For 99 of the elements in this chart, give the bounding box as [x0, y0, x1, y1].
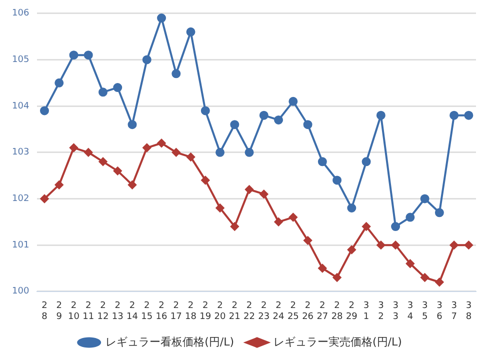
point: [464, 110, 474, 120]
point: [201, 176, 210, 184]
legend-label: レギュラー看板価格(円/L): [106, 335, 234, 348]
x-tick-label: 2 17: [170, 301, 182, 322]
point: [435, 278, 444, 286]
point: [84, 148, 93, 157]
point: [347, 246, 356, 254]
point: [157, 138, 166, 148]
point: [420, 194, 430, 204]
point: [142, 55, 152, 64]
x-tick-label: 2 24: [272, 301, 285, 322]
x-tick-label: 2 28: [331, 301, 344, 322]
x-tick-label: 2 25: [287, 301, 299, 322]
x-tick-label: 2 21: [228, 301, 240, 322]
point: [391, 222, 400, 232]
point: [318, 157, 327, 166]
point: [332, 273, 342, 282]
point: [40, 106, 49, 116]
point: [84, 50, 93, 60]
point: [318, 264, 327, 272]
point: [216, 148, 225, 157]
point: [406, 212, 415, 222]
y-tick-label: 105: [12, 55, 30, 66]
x-tick-label: 2 29: [346, 301, 358, 322]
point: [200, 106, 210, 116]
point: [288, 213, 298, 222]
legend-label: レギュラー実売価格(円/L): [274, 335, 402, 348]
point: [391, 240, 400, 250]
point: [113, 166, 122, 176]
x-tick-label: 3 7: [451, 301, 457, 322]
point: [274, 115, 284, 124]
x-tick-label: 3 1: [363, 301, 370, 322]
point: [128, 120, 137, 130]
x-tick-label: 3 2: [378, 301, 384, 322]
point: [186, 27, 196, 36]
y-tick-label: 106: [12, 8, 30, 19]
point: [172, 69, 181, 78]
point: [260, 190, 268, 198]
x-tick-label: 2 26: [302, 301, 314, 322]
point: [230, 222, 239, 231]
x-tick-label: 3 3: [392, 301, 398, 322]
x-tick-label: 2 8: [42, 301, 48, 322]
point: [230, 120, 240, 130]
y-tick-label: 104: [12, 101, 30, 112]
point: [113, 83, 122, 92]
point: [98, 157, 108, 166]
point: [69, 50, 78, 60]
y-tick-label: 102: [12, 194, 30, 204]
point: [347, 204, 356, 212]
point: [304, 236, 312, 245]
point: [54, 78, 64, 88]
x-tick-label: 2 10: [68, 301, 80, 322]
x-tick-label: 2 12: [97, 301, 109, 322]
point: [98, 88, 108, 97]
point: [244, 148, 254, 157]
point: [376, 110, 386, 120]
point: [40, 194, 49, 203]
x-tick-label: 3 5: [422, 301, 428, 322]
point: [245, 185, 254, 194]
y-tick-label: 100: [12, 286, 30, 297]
point: [406, 259, 414, 268]
x-tick-label: 2 19: [200, 301, 212, 322]
point: [54, 180, 64, 190]
point: [464, 240, 473, 250]
point: [274, 218, 283, 226]
x-tick-label: 3 8: [466, 301, 472, 322]
point: [362, 157, 371, 166]
x-tick-label: 2 13: [112, 301, 124, 322]
point: [376, 240, 386, 250]
point: [259, 110, 268, 120]
x-tick-label: 2 15: [141, 301, 153, 322]
point: [216, 204, 224, 212]
x-tick-label: 2 14: [126, 301, 138, 322]
x-tick-label: 2 16: [156, 301, 168, 322]
point: [70, 144, 78, 152]
x-tick-label: 3 4: [407, 301, 414, 322]
x-tick-label: 2 11: [82, 301, 94, 322]
x-tick-label: 2 9: [56, 301, 62, 322]
point: [172, 148, 180, 157]
x-tick-label: 3 6: [436, 301, 443, 322]
x-tick-label: 2 23: [258, 301, 270, 322]
x-tick-label: 2 22: [244, 301, 255, 322]
x-tick-label: 2 27: [316, 301, 328, 322]
point: [186, 152, 195, 162]
point: [450, 240, 458, 250]
point: [157, 14, 166, 23]
y-tick-label: 101: [12, 240, 30, 250]
x-tick-label: 2 20: [214, 301, 226, 322]
y-tick-label: 103: [12, 148, 30, 158]
x-tick-label: 2 18: [185, 301, 197, 322]
point: [303, 120, 312, 130]
point: [142, 144, 152, 152]
point: [362, 222, 370, 231]
point: [420, 273, 430, 282]
point: [450, 110, 459, 120]
point: [434, 208, 444, 218]
point: [288, 96, 298, 106]
point: [128, 180, 136, 190]
point: [332, 176, 342, 185]
